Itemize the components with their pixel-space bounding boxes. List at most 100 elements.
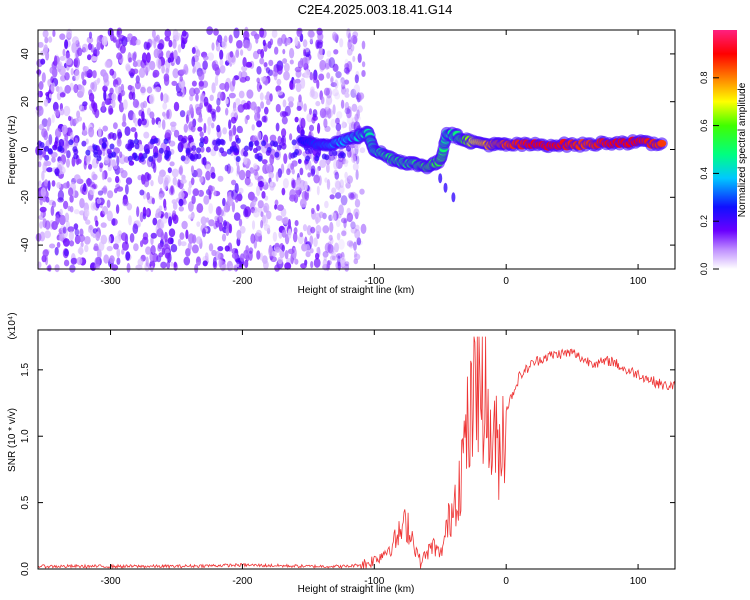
noise-mark: [294, 66, 302, 73]
noise-mark: [85, 138, 89, 145]
noise-mark: [121, 232, 128, 242]
noise-mark: [50, 205, 55, 216]
noise-mark: [128, 91, 134, 100]
noise-mark: [54, 246, 59, 256]
noise-mark: [282, 178, 289, 189]
noise-band-mark: [235, 137, 241, 144]
noise-mark: [243, 249, 250, 260]
noise-mark: [219, 49, 224, 60]
noise-mark: [340, 99, 345, 109]
noise-mark: [165, 129, 172, 138]
noise-mark: [165, 252, 170, 259]
noise-mark: [284, 262, 292, 270]
noise-mark: [274, 46, 279, 55]
noise-band-mark: [294, 149, 300, 155]
noise-mark: [81, 43, 89, 53]
noise-band-mark: [166, 150, 172, 157]
noise-mark: [41, 170, 45, 181]
noise-mark: [102, 125, 108, 132]
noise-mark: [236, 164, 240, 175]
noise-mark: [107, 235, 112, 244]
noise-mark: [179, 110, 186, 118]
noise-band-mark: [132, 152, 138, 159]
noise-mark: [354, 229, 361, 239]
noise-mark: [359, 188, 365, 195]
noise-mark: [232, 77, 236, 87]
noise-band-mark: [324, 154, 330, 161]
noise-mark: [350, 34, 358, 45]
noise-mark: [323, 118, 328, 128]
noise-mark: [288, 101, 294, 108]
noise-mark: [76, 257, 83, 265]
noise-mark: [93, 243, 99, 251]
noise-mark: [357, 105, 363, 113]
noise-mark: [85, 154, 91, 166]
noise-mark: [221, 233, 227, 242]
noise-mark: [298, 94, 302, 103]
noise-band-mark: [109, 143, 115, 150]
noise-band-mark: [44, 154, 50, 161]
noise-mark: [54, 264, 60, 273]
noise-mark: [119, 45, 126, 54]
noise-mark: [213, 189, 217, 197]
noise-mark: [81, 71, 85, 81]
noise-mark: [180, 178, 187, 184]
noise-band-mark: [148, 156, 154, 162]
noise-mark: [89, 187, 95, 196]
noise-mark: [311, 91, 319, 100]
noise-mark: [67, 226, 75, 233]
noise-mark: [350, 88, 357, 98]
noise-mark: [354, 198, 361, 208]
noise-mark: [121, 121, 127, 127]
snr-multiplier-label: (x10⁴): [7, 312, 18, 339]
noise-mark: [43, 99, 49, 107]
noise-band-mark: [139, 156, 145, 162]
noise-mark: [170, 185, 174, 195]
noise-mark: [116, 52, 123, 60]
signal-streak-mark: [443, 182, 448, 193]
noise-mark: [271, 69, 279, 77]
noise-mark: [115, 39, 121, 49]
noise-mark: [255, 145, 262, 151]
noise-mark: [157, 43, 164, 50]
noise-mark: [304, 190, 310, 201]
noise-mark: [92, 173, 98, 181]
noise-mark: [316, 247, 320, 254]
noise-band-mark: [68, 139, 74, 146]
noise-mark: [257, 131, 262, 142]
bottom-x-axis-label: Height of straight line (km): [298, 584, 415, 595]
noise-mark: [179, 75, 183, 82]
noise-mark: [68, 115, 72, 121]
noise-mark: [341, 86, 347, 95]
noise-mark: [215, 44, 221, 52]
noise-mark: [59, 56, 66, 61]
noise-mark: [335, 159, 343, 170]
noise-mark: [327, 243, 334, 254]
noise-mark: [79, 228, 84, 237]
noise-mark: [309, 124, 314, 132]
noise-mark: [261, 255, 268, 264]
noise-mark: [143, 65, 148, 73]
noise-mark: [275, 122, 280, 132]
noise-mark: [130, 127, 137, 133]
noise-mark: [152, 69, 160, 78]
noise-mark: [294, 258, 299, 265]
noise-mark: [171, 80, 178, 86]
noise-mark: [107, 133, 112, 140]
noise-mark: [123, 99, 128, 110]
noise-mark: [48, 36, 53, 43]
noise-mark: [263, 224, 271, 232]
noise-mark: [228, 92, 236, 99]
noise-mark: [171, 199, 177, 205]
noise-mark: [199, 176, 204, 183]
noise-mark: [40, 187, 47, 198]
noise-mark: [245, 61, 253, 68]
noise-mark: [332, 104, 336, 115]
noise-mark: [287, 228, 292, 239]
noise-mark: [286, 37, 291, 46]
noise-band-mark: [129, 139, 135, 146]
top-x-tick-label: -200: [232, 276, 252, 287]
noise-mark: [222, 197, 226, 207]
noise-mark: [160, 261, 167, 269]
noise-mark: [82, 122, 86, 131]
